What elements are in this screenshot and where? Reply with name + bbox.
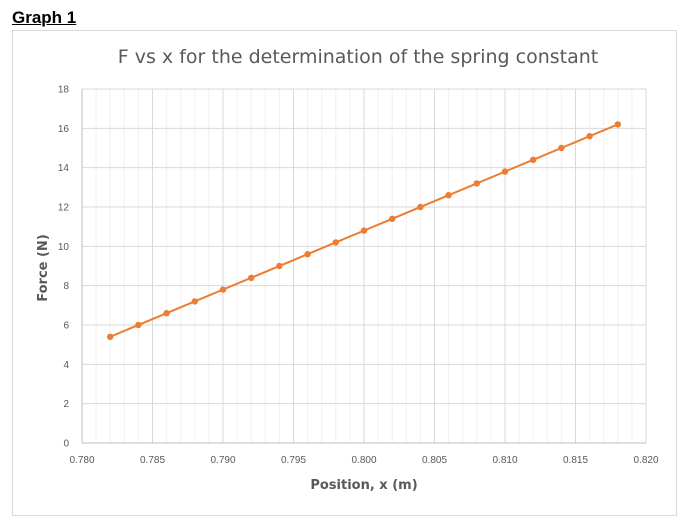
x-tick-label: 0.805 — [422, 455, 447, 466]
y-tick-labels: 0 2 4 6 8 10 12 14 16 18 — [58, 85, 70, 450]
y-tick-label: 16 — [58, 124, 70, 135]
x-tick-labels: 0.780 0.785 0.790 0.795 0.800 0.805 0.810 0.815… — [69, 455, 658, 466]
data-point — [248, 274, 255, 281]
data-point — [530, 156, 537, 163]
data-point — [417, 203, 424, 211]
data-point — [501, 168, 509, 175]
x-tick-label: 0.820 — [633, 455, 658, 466]
data-point — [473, 180, 480, 187]
y-tick-label: 4 — [63, 360, 69, 371]
data-point — [219, 286, 227, 293]
y-tick-label: 10 — [58, 242, 70, 253]
chart-frame — [12, 30, 677, 516]
data-point — [276, 262, 283, 270]
data-point — [360, 227, 368, 234]
data-points — [107, 121, 621, 340]
y-tick-label: 12 — [58, 203, 70, 214]
data-point — [304, 251, 311, 258]
x-tick-label: 0.785 — [140, 455, 165, 466]
data-point — [445, 192, 452, 199]
data-point — [614, 121, 621, 128]
y-tick-label: 2 — [63, 399, 69, 410]
data-point — [586, 133, 593, 140]
x-tick-label: 0.800 — [351, 455, 376, 466]
data-point — [389, 215, 396, 222]
x-tick-label: 0.810 — [492, 455, 517, 466]
y-tick-label: 18 — [58, 85, 70, 96]
chart-title: F vs x for the determination of the spri… — [118, 46, 598, 68]
x-tick-label: 0.780 — [69, 455, 94, 466]
y-tick-label: 0 — [63, 439, 69, 450]
axes — [81, 89, 646, 444]
minor-gridlines — [95, 89, 633, 443]
y-tick-label: 14 — [58, 163, 70, 174]
data-point — [107, 333, 114, 340]
y-tick-label: 8 — [63, 281, 69, 292]
x-tick-label: 0.815 — [563, 455, 588, 466]
x-axis-title: Position, x (m) — [310, 478, 417, 493]
y-axis-title: Force (N) — [36, 234, 51, 302]
graph-heading: Graph 1 — [12, 8, 77, 27]
data-point — [163, 310, 170, 317]
data-point — [558, 144, 565, 152]
data-point — [135, 321, 142, 329]
data-point — [332, 239, 339, 246]
x-tick-label: 0.795 — [281, 455, 306, 466]
x-tick-label: 0.790 — [210, 455, 235, 466]
data-point — [191, 298, 198, 305]
y-tick-label: 6 — [63, 321, 69, 332]
major-gridlines — [82, 88, 647, 443]
